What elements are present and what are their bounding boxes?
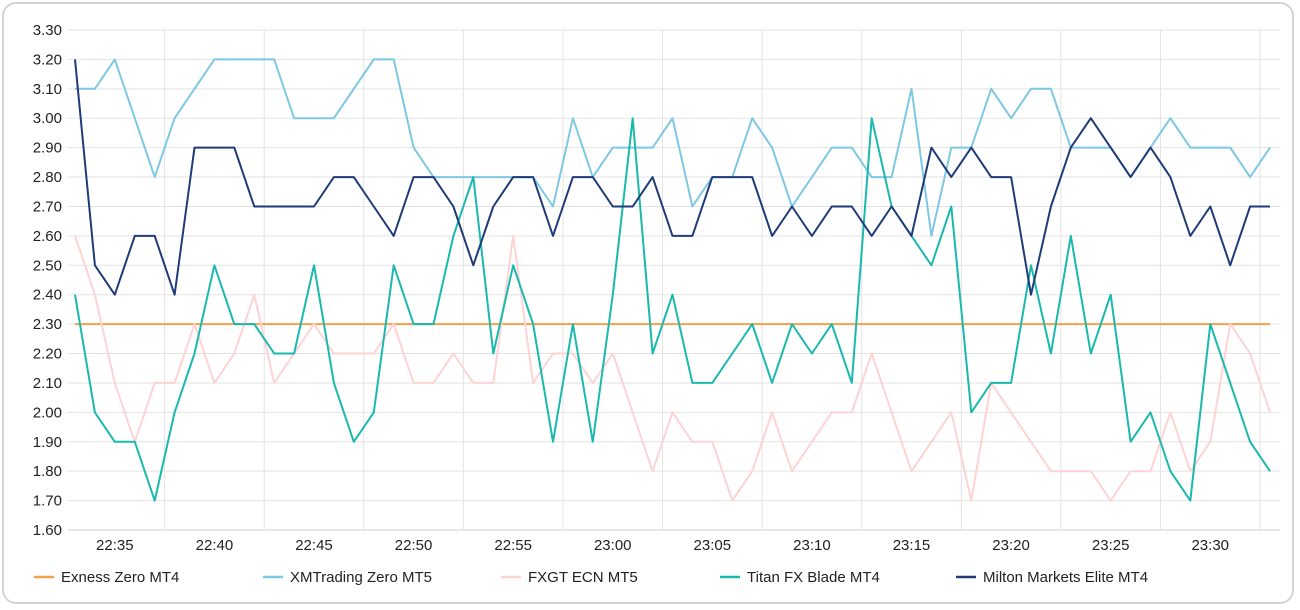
- y-tick-label: 2.90: [33, 140, 62, 157]
- x-tick-label: 22:35: [96, 537, 134, 554]
- x-tick-label: 23:00: [594, 537, 632, 554]
- y-tick-label: 1.60: [33, 522, 62, 539]
- x-tick-label: 23:30: [1191, 537, 1229, 554]
- legend-label: Milton Markets Elite MT4: [983, 569, 1148, 586]
- y-tick-label: 3.20: [33, 51, 62, 68]
- legend: Exness Zero MT4 XMTrading Zero MT5 FXGT EC…: [34, 569, 1148, 586]
- series-line-fxgt-ecn-mt5: [74, 234, 1271, 502]
- y-tick-label: 2.20: [33, 346, 62, 363]
- y-tick-label: 1.80: [33, 463, 62, 480]
- x-tick-label: 23:25: [1092, 537, 1130, 554]
- y-tick-label: 3.30: [33, 22, 62, 39]
- y-tick-label: 2.80: [33, 169, 62, 186]
- legend-label: Titan FX Blade MT4: [747, 569, 880, 586]
- x-axis-labels: 22:35 22:40 22:45 22:50 22:55 23:00 23:05 23:10…: [96, 537, 1229, 554]
- series-line-titan-fx-blade-mt4: [74, 117, 1271, 502]
- y-tick-label: 2.30: [33, 316, 62, 333]
- horizontal-gridlines: [68, 29, 1280, 531]
- x-tick-label: 23:10: [793, 537, 831, 554]
- x-tick-label: 23:05: [694, 537, 732, 554]
- y-tick-label: 2.40: [33, 287, 62, 304]
- y-tick-label: 2.10: [33, 375, 62, 392]
- line-chart: 1.60 1.70 1.80 1.90 2.00 2.10 2.20 2.30 2.40 2.50…: [33, 22, 1280, 586]
- y-tick-label: 2.70: [33, 198, 62, 215]
- series-lines: [74, 58, 1271, 502]
- x-tick-label: 23:20: [992, 537, 1030, 554]
- x-tick-label: 22:40: [196, 537, 234, 554]
- y-tick-label: 1.90: [33, 434, 62, 451]
- y-tick-label: 3.10: [33, 81, 62, 98]
- x-tick-label: 22:55: [494, 537, 532, 554]
- y-tick-label: 2.50: [33, 257, 62, 274]
- x-tick-label: 22:45: [295, 537, 333, 554]
- x-tick-label: 23:15: [893, 537, 931, 554]
- y-tick-label: 2.00: [33, 404, 62, 421]
- legend-label: FXGT ECN MT5: [528, 569, 638, 586]
- y-tick-label: 2.60: [33, 228, 62, 245]
- series-line-milton-markets-elite-mt4: [74, 59, 1270, 296]
- vertical-gridlines: [164, 30, 1261, 530]
- x-tick-label: 22:50: [395, 537, 433, 554]
- y-axis-labels: 1.60 1.70 1.80 1.90 2.00 2.10 2.20 2.30 2.40 2.50…: [33, 22, 62, 539]
- legend-label: Exness Zero MT4: [61, 569, 179, 586]
- legend-label: XMTrading Zero MT5: [290, 569, 432, 586]
- y-tick-label: 3.00: [33, 110, 62, 127]
- y-tick-label: 1.70: [33, 493, 62, 510]
